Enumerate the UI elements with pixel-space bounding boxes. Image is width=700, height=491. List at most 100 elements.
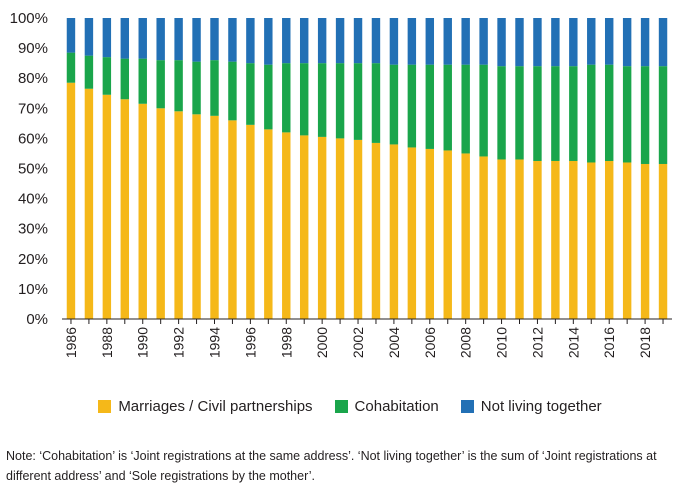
legend-swatch bbox=[460, 400, 474, 413]
bar-segment bbox=[622, 162, 632, 319]
bar-segment bbox=[551, 160, 560, 319]
bar-segment bbox=[317, 63, 327, 137]
y-tick-label: 10% bbox=[18, 281, 48, 298]
bar-segment bbox=[658, 66, 668, 164]
bar-segment bbox=[587, 18, 596, 65]
bar-segment bbox=[66, 18, 76, 53]
bar-segment bbox=[282, 63, 291, 133]
y-tick-label: 70% bbox=[18, 100, 48, 117]
bar-segment bbox=[84, 55, 94, 89]
bar-segment bbox=[407, 64, 417, 148]
bar-segment bbox=[192, 18, 201, 62]
bar-segment bbox=[443, 64, 452, 151]
x-tick-label: 2008 bbox=[458, 327, 474, 358]
x-tick-label: 2000 bbox=[314, 327, 330, 358]
bar-segment bbox=[604, 18, 614, 65]
bar-segment bbox=[569, 18, 578, 67]
legend-swatch bbox=[334, 400, 348, 413]
bar-segment bbox=[425, 64, 435, 149]
bar-segment bbox=[461, 18, 470, 65]
bar-segment bbox=[228, 61, 237, 121]
bar-segment bbox=[443, 150, 452, 319]
bar-segment bbox=[138, 58, 147, 104]
legend-item: Cohabitation bbox=[334, 398, 439, 415]
bar-segment bbox=[156, 60, 165, 109]
bar-segment bbox=[461, 153, 470, 319]
legend-label: Not living together bbox=[480, 398, 602, 415]
bar-segment bbox=[66, 82, 76, 319]
bar-segment bbox=[353, 18, 363, 64]
bar-segment bbox=[156, 108, 165, 319]
bar-segment bbox=[192, 114, 201, 319]
bar-segment bbox=[533, 66, 542, 161]
bar-segment bbox=[479, 156, 488, 319]
y-tick-label: 20% bbox=[18, 251, 48, 268]
legend-label: Cohabitation bbox=[354, 398, 439, 415]
bar-segment bbox=[407, 147, 417, 319]
x-tick-label: 2006 bbox=[422, 327, 438, 358]
bar-segment bbox=[246, 18, 255, 64]
y-tick-label: 40% bbox=[18, 191, 48, 208]
bar-segment bbox=[515, 159, 524, 319]
legend-item: Not living together bbox=[460, 398, 602, 415]
bar-segment bbox=[264, 18, 273, 65]
bar-segment bbox=[299, 18, 309, 64]
x-tick-label: 2004 bbox=[386, 327, 402, 358]
bar-segment bbox=[353, 63, 363, 140]
bar-segment bbox=[587, 162, 596, 319]
bar-segment bbox=[66, 52, 76, 83]
bar-segment bbox=[156, 18, 165, 61]
y-tick-label: 90% bbox=[18, 40, 48, 57]
bar-segment bbox=[246, 63, 255, 125]
x-tick-label: 2002 bbox=[350, 327, 366, 358]
x-tick-label: 1996 bbox=[242, 327, 258, 358]
x-tick-label: 2010 bbox=[494, 327, 510, 358]
chart-note: Note: ‘Cohabitation’ is ‘Joint registrat… bbox=[6, 449, 657, 483]
x-tick-label: 1994 bbox=[207, 327, 223, 358]
bar-segment bbox=[102, 18, 112, 58]
bar-segment bbox=[533, 160, 542, 319]
bar-segment bbox=[604, 160, 614, 319]
y-tick-label: 50% bbox=[18, 161, 48, 178]
x-tick-label: 2012 bbox=[529, 327, 545, 358]
bar-segment bbox=[497, 18, 506, 67]
bar-segment bbox=[335, 18, 345, 64]
bar-segment bbox=[371, 63, 381, 143]
stacked-bar-chart: 0%10%20%30%40%50%60%70%80%90%100% 1986 19… bbox=[10, 10, 672, 358]
bar-segment bbox=[174, 18, 183, 61]
bar-segment bbox=[228, 18, 237, 62]
bar-segment bbox=[210, 115, 219, 319]
x-tick-label: 1990 bbox=[135, 327, 151, 358]
bar-segment bbox=[371, 18, 381, 64]
y-tick-label: 30% bbox=[18, 221, 48, 238]
bar-segment bbox=[569, 160, 578, 319]
x-tick-label: 2018 bbox=[637, 327, 653, 358]
bar-segment bbox=[640, 18, 650, 67]
bar-segment bbox=[551, 18, 560, 67]
x-tick-label: 2016 bbox=[601, 327, 617, 358]
bar-segment bbox=[317, 18, 327, 64]
y-axis-ticks: 0% 10% 20% 30% 40% 50% 60% 70% 80% 90% 100% bbox=[10, 10, 48, 328]
bar-segment bbox=[210, 60, 219, 116]
bar-segment bbox=[138, 103, 147, 319]
bar-segment bbox=[228, 120, 237, 319]
bar-segment bbox=[533, 18, 542, 67]
y-tick-label: 80% bbox=[18, 70, 48, 87]
bar-segment bbox=[622, 18, 632, 67]
bar-segment bbox=[335, 63, 345, 139]
bar-segment bbox=[461, 64, 470, 154]
bar-segment bbox=[84, 88, 94, 319]
bar-segment bbox=[515, 18, 524, 67]
bar-segment bbox=[317, 136, 327, 319]
y-tick-label: 60% bbox=[18, 130, 48, 147]
x-tick-label: 2014 bbox=[565, 327, 581, 358]
x-axis-ticks: 1986 1988 1990 1992 1994 1996 1998 2000 2002 2004… bbox=[63, 319, 664, 358]
bar-segment bbox=[640, 66, 650, 164]
bar-segment bbox=[604, 64, 614, 161]
bar-segment bbox=[335, 138, 345, 319]
bar-segment bbox=[658, 18, 668, 67]
bar-segment bbox=[264, 64, 273, 130]
legend-label: Marriages / Civil partnerships bbox=[118, 398, 313, 415]
legend-item: Marriages / Civil partnerships bbox=[98, 398, 313, 415]
bar-segment bbox=[84, 18, 94, 56]
